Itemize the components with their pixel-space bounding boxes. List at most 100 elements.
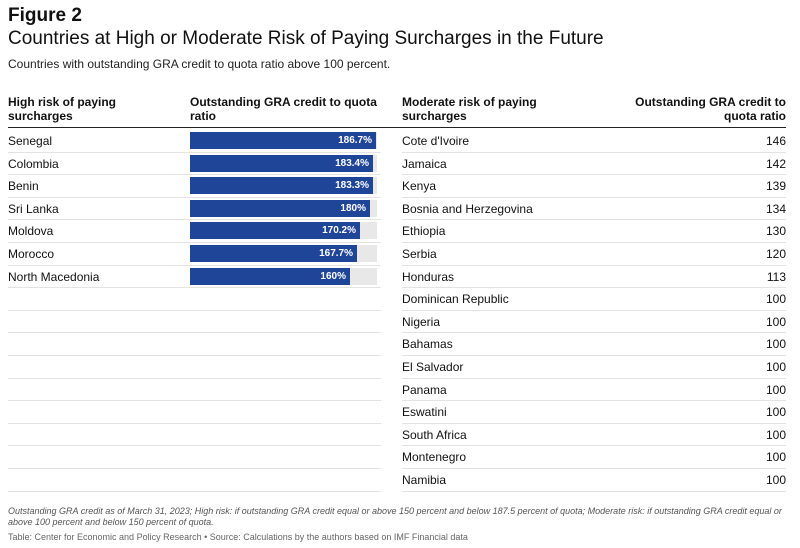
- bar: [190, 177, 373, 195]
- row-divider-left: [8, 242, 381, 243]
- moderate-risk-value: 100: [765, 450, 786, 465]
- moderate-risk-value: 134: [765, 201, 786, 216]
- bar: [190, 199, 370, 217]
- row-divider-left: [8, 445, 381, 447]
- moderate-risk-country: South Africa: [402, 427, 467, 442]
- moderate-risk-value: 100: [765, 360, 786, 374]
- moderate-risk-country: Kenya: [402, 179, 437, 194]
- row-divider-right: [402, 151, 786, 153]
- header-high-risk-country: High risk of paying surcharges: [8, 95, 117, 123]
- bar-value-label: 167.7%: [319, 248, 353, 259]
- moderate-risk-value: 100: [765, 382, 786, 397]
- moderate-risk-value: 100: [765, 337, 786, 352]
- row-divider-left: [8, 196, 381, 198]
- row-divider-right: [402, 242, 786, 243]
- row-divider-left: [8, 219, 381, 221]
- moderate-risk-value: 100: [765, 405, 786, 420]
- bar: [190, 245, 357, 262]
- row-divider-right: [402, 264, 786, 266]
- chart-title: Countries at High or Moderate Risk of Pa…: [8, 28, 604, 49]
- moderate-risk-country: Cote d'Ivoire: [402, 134, 469, 148]
- moderate-risk-country: Namibia: [402, 473, 447, 487]
- high-risk-country: Moldova: [8, 224, 54, 239]
- bar: [190, 132, 376, 149]
- bar: [190, 222, 360, 240]
- bar: [190, 267, 350, 285]
- moderate-risk-country: Dominican Republic: [402, 292, 509, 307]
- bar-track: 183.4%: [190, 154, 377, 172]
- moderate-risk-country: Panama: [402, 382, 447, 397]
- row-divider-left: [8, 287, 381, 289]
- moderate-risk-value: 130: [765, 224, 786, 239]
- bar-track: 183.3%: [190, 177, 377, 195]
- row-divider-left: [8, 174, 381, 176]
- moderate-risk-value: 100: [765, 427, 786, 442]
- row-divider-right: [402, 287, 786, 289]
- row-divider-right: [402, 219, 786, 221]
- header-high-risk-ratio: Outstanding GRA credit to quota ratio: [190, 95, 377, 123]
- bar-track: 167.7%: [190, 245, 377, 262]
- row-divider-left: [8, 377, 381, 379]
- row-divider-right: [402, 196, 786, 198]
- bar-value-label: 170.2%: [322, 225, 356, 237]
- header-moderate-risk-ratio: Outstanding GRA credit to quota ratio: [635, 95, 786, 123]
- moderate-risk-country: Montenegro: [402, 450, 467, 465]
- row-divider-right: [402, 355, 786, 356]
- bar-track: 170.2%: [190, 222, 377, 240]
- moderate-risk-value: 100: [765, 314, 786, 329]
- row-divider-left: [8, 468, 381, 469]
- row-divider-right: [402, 309, 786, 311]
- moderate-risk-country: Bahamas: [402, 337, 453, 352]
- chart-subtitle: Countries with outstanding GRA credit to…: [8, 57, 391, 71]
- bar-track: 180%: [190, 199, 377, 217]
- high-risk-country: Colombia: [8, 156, 59, 171]
- moderate-risk-value: 146: [765, 134, 786, 148]
- row-divider-left: [8, 332, 381, 334]
- moderate-risk-country: Bosnia and Herzegovina: [402, 201, 533, 216]
- bar-value-label: 183.3%: [335, 180, 369, 192]
- moderate-risk-country: Ethiopia: [402, 224, 446, 239]
- row-divider-right: [402, 490, 786, 492]
- high-risk-country: Senegal: [8, 134, 53, 148]
- row-divider-left: [8, 355, 381, 356]
- moderate-risk-country: Nigeria: [402, 314, 441, 329]
- moderate-risk-value: 120: [765, 247, 786, 261]
- footnote: Outstanding GRA credit as of March 31, 2…: [8, 506, 782, 527]
- moderate-risk-value: 142: [765, 156, 786, 171]
- bar-value-label: 183.4%: [335, 157, 369, 169]
- moderate-risk-country: El Salvador: [402, 360, 464, 374]
- high-risk-country: Sri Lanka: [8, 201, 59, 216]
- moderate-risk-country: Eswatini: [402, 405, 447, 420]
- bar-value-label: 180%: [340, 202, 366, 214]
- row-divider-right: [402, 400, 786, 402]
- row-divider-right: [402, 174, 786, 176]
- moderate-risk-value: 113: [766, 269, 786, 284]
- row-divider-left: [8, 400, 381, 402]
- bar-value-label: 160%: [320, 270, 346, 282]
- header-moderate-risk-country: Moderate risk of paying surcharges: [402, 95, 537, 123]
- moderate-risk-country: Jamaica: [402, 156, 447, 171]
- moderate-risk-country: Serbia: [402, 247, 437, 261]
- bar-value-label: 186.7%: [338, 135, 372, 146]
- row-divider-right: [402, 468, 786, 469]
- row-divider-right: [402, 377, 786, 379]
- bar-track: 186.7%: [190, 132, 377, 149]
- moderate-risk-value: 100: [765, 292, 786, 307]
- row-divider-left: [8, 490, 381, 492]
- bar: [190, 154, 373, 172]
- row-divider-left: [8, 422, 381, 424]
- moderate-risk-value: 139: [765, 179, 786, 194]
- high-risk-country: Morocco: [8, 247, 55, 261]
- row-divider-left: [8, 151, 381, 153]
- high-risk-country: Benin: [8, 179, 39, 194]
- moderate-risk-value: 100: [765, 473, 786, 487]
- high-risk-country: North Macedonia: [8, 269, 100, 284]
- row-divider-left: [8, 264, 381, 266]
- row-divider-left: [8, 309, 381, 311]
- source-line: Table: Center for Economic and Policy Re…: [8, 532, 468, 542]
- moderate-risk-country: Honduras: [402, 269, 455, 284]
- row-divider-right: [402, 422, 786, 424]
- header-rule: [8, 127, 786, 128]
- row-divider-right: [402, 445, 786, 447]
- figure-label: Figure 2: [8, 5, 82, 26]
